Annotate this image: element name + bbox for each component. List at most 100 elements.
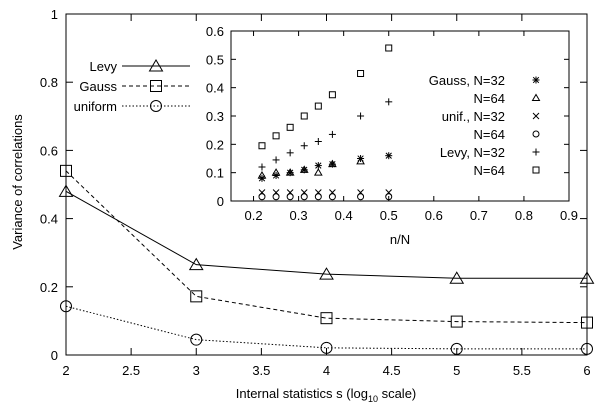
inset-data-point-3	[286, 193, 294, 201]
inset-x-tick-label: 0.7	[470, 208, 488, 223]
inset-data-point-5	[357, 70, 365, 77]
legend-label-levy: Levy	[90, 59, 118, 74]
inset-data-point-4	[286, 149, 294, 157]
y-tick-label: 0.4	[40, 212, 58, 227]
legend-marker-uniform	[150, 100, 162, 112]
data-point-levy	[58, 184, 74, 197]
series-line-levy	[65, 190, 587, 279]
data-point-levy	[449, 271, 465, 284]
inset-legend-marker-1	[531, 93, 541, 101]
y-tick-label: 0.8	[40, 75, 58, 90]
x-tick-label: 3	[193, 363, 200, 378]
inset-data-point-4	[385, 98, 393, 106]
inset-data-point-5	[300, 112, 308, 120]
inset-y-tick-label: 0.1	[206, 166, 224, 181]
y-tick-label: 0.2	[40, 280, 58, 295]
inset-legend-label-gauss-32: Gauss, N=32	[429, 73, 505, 88]
data-point-gauss	[450, 315, 463, 328]
inset-data-point-3	[328, 193, 336, 201]
legend-label-gauss: Gauss	[79, 79, 117, 94]
inset-data-point-3	[314, 193, 322, 201]
inset-data-point-1	[257, 171, 267, 179]
inset-data-point-3	[385, 193, 393, 201]
data-point-uniform	[190, 333, 203, 346]
inset-x-tick-label: 0.9	[560, 208, 578, 223]
inset-x-axis-label: n/N	[390, 232, 410, 247]
inset-data-point-5	[385, 44, 393, 52]
inset-data-point-5	[286, 123, 294, 131]
y-axis-label: Variance of correlations	[10, 114, 25, 250]
main-legend: Levy Gauss uniform	[74, 59, 190, 114]
inset-data-point-4	[328, 130, 336, 138]
inset-x-tick-label: 0.2	[244, 208, 262, 223]
inset-data-point-5	[272, 132, 280, 140]
inset-legend-label-unif-32: unif., N=32	[442, 109, 505, 124]
x-axis-label-subscript: 10	[368, 394, 378, 403]
data-point-gauss	[190, 290, 203, 303]
data-point-gauss	[581, 316, 593, 329]
inset-legend-label-gauss-64: N=64	[474, 91, 505, 106]
inset-legend-marker-5	[532, 166, 540, 174]
inset-data-point-1	[285, 168, 295, 176]
inset-data-point-4	[357, 112, 365, 120]
inset-y-tick-label: 0	[217, 194, 224, 209]
inset-data-point-4	[272, 156, 280, 164]
legend-marker-gauss	[150, 80, 162, 92]
main-axes: 2 2.5 3 3.5 4 4.5 5 5.5 6 0 0.2 0.4 0.6 0.8 1	[40, 7, 591, 378]
x-tick-label: 4.5	[383, 363, 401, 378]
legend-marker-levy	[148, 59, 164, 72]
inset-x-tick-label: 0.5	[380, 208, 398, 223]
data-point-levy	[319, 267, 334, 280]
inset-background	[231, 31, 569, 201]
inset-legend-marker-4	[532, 148, 540, 156]
inset-data-point-1	[299, 165, 309, 173]
inset-data-point-3	[357, 193, 365, 201]
y-tick-label: 1	[51, 7, 58, 22]
x-tick-label: 5.5	[513, 363, 531, 378]
x-tick-label: 5	[453, 363, 460, 378]
inset-data-point-1	[313, 168, 323, 176]
x-tick-label: 2	[62, 363, 69, 378]
inset-y-tick-label: 0.2	[206, 137, 224, 152]
data-point-uniform	[450, 342, 463, 355]
inset-series	[257, 44, 393, 201]
data-point-levy	[188, 257, 204, 271]
x-axis-label: Internal statistics s (log10 scale)	[236, 386, 417, 403]
inset-x-tick-label: 0.6	[425, 208, 443, 223]
inset-y-tick-label: 0.5	[206, 52, 224, 67]
inset-data-point-5	[328, 91, 336, 99]
x-axis-label-main: Internal statistics s (log	[236, 386, 368, 401]
x-tick-label: 4	[323, 363, 330, 378]
x-tick-label: 6	[583, 363, 590, 378]
series-line-uniform	[65, 305, 587, 350]
inset-data-point-0	[385, 152, 393, 160]
inset-legend-label-levy-32: Levy, N=32	[440, 145, 505, 160]
inset-legend-marker-3	[532, 130, 540, 138]
inset-legend-label-unif-64: N=64	[474, 127, 505, 142]
inset-data-point-1	[356, 156, 365, 165]
x-axis-label-tail: scale)	[378, 386, 416, 401]
inset-data-point-5	[258, 142, 266, 150]
inset-data-point-3	[272, 193, 280, 201]
inset-data-point-3	[258, 193, 266, 201]
inset-data-point-4	[300, 142, 308, 150]
inset-data-point-1	[328, 159, 337, 168]
inset-x-tick-label: 0.4	[335, 208, 353, 223]
inset-data-point-4	[258, 163, 266, 171]
data-point-uniform	[60, 300, 72, 313]
y-tick-label: 0.6	[40, 143, 58, 158]
x-tick-label: 2.5	[122, 363, 140, 378]
inset-y-tick-label: 0.6	[206, 24, 224, 39]
inset-x-tick-label: 0.3	[290, 208, 308, 223]
inset-data-point-4	[314, 138, 322, 145]
inset-legend: Gauss, N=32 N=64 unif., N=32 N=64 Levy, …	[429, 73, 541, 178]
inset-x-tick-label: 0.8	[515, 208, 533, 223]
data-point-gauss	[320, 312, 333, 325]
data-point-gauss	[60, 164, 72, 177]
legend-label-uniform: uniform	[74, 99, 117, 114]
data-point-uniform	[320, 341, 333, 354]
inset-axes: 0.2 0.3 0.4 0.5 0.6 0.7 0.8 0.9 0 0.1 0.2 0.3 0.4 0.5…	[206, 24, 578, 223]
inset-legend-marker-0	[532, 76, 540, 84]
main-series	[58, 164, 595, 355]
